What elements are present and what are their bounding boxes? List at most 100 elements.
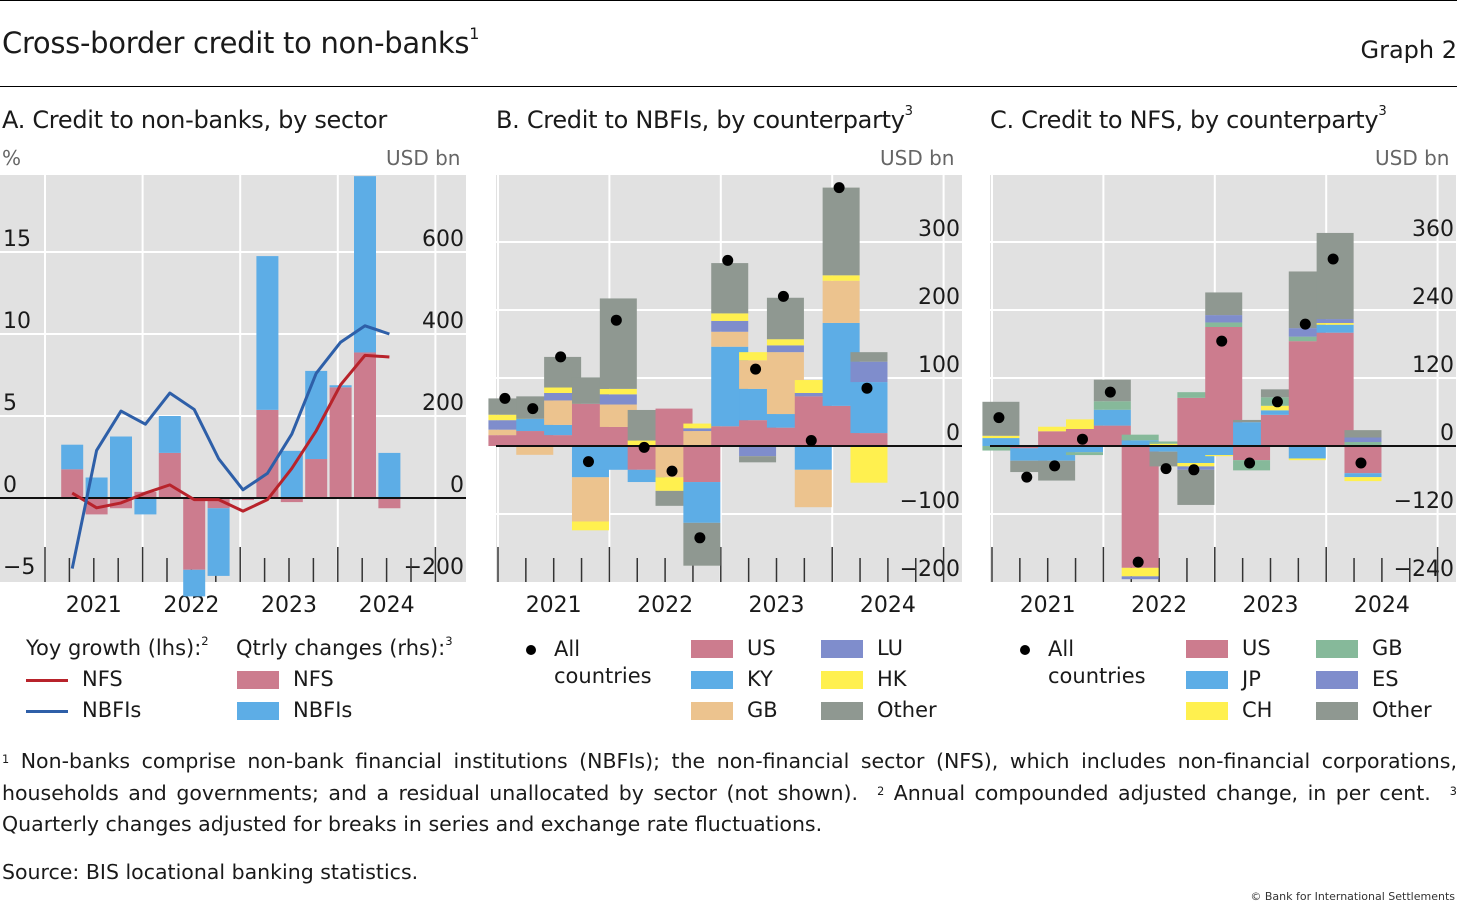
all-countries-dot	[993, 412, 1005, 424]
legend-item-other: Other	[821, 698, 937, 722]
bar-segment-other	[1010, 460, 1048, 473]
bar-segment-other	[488, 398, 526, 415]
bar-segment-other	[1233, 419, 1271, 423]
panel-b-title-text: B. Credit to NBFIs, by counterparty	[496, 106, 905, 134]
bar-segment-ky	[683, 482, 721, 523]
legend-swatch	[691, 702, 733, 720]
bar-segment-hk	[488, 414, 526, 421]
bar-segment-other	[850, 352, 888, 362]
bar-segment-us	[627, 446, 665, 470]
legend-item-jp: JP	[1186, 667, 1261, 691]
x-year-label: 2021	[66, 593, 122, 618]
bar-segment-jp	[1149, 446, 1187, 452]
nfs-bar-swatch	[237, 671, 279, 689]
x-year-label: 2023	[1243, 593, 1299, 618]
y-tick-label: −240	[1394, 557, 1454, 582]
legend-label: JP	[1242, 667, 1261, 691]
panel-c-footnote-mark: 3	[1378, 104, 1387, 119]
bar-segment-jp	[1205, 446, 1243, 456]
all-countries-dot	[638, 441, 650, 453]
legend-swatch	[821, 671, 863, 689]
legend-label: HK	[877, 667, 907, 691]
y-tick-label: 200	[918, 285, 960, 310]
bar-segment-other	[1149, 451, 1187, 467]
bar-segment-lu	[599, 394, 637, 405]
bar-segment-ch	[1121, 567, 1159, 577]
legend-item-lu: LU	[821, 636, 903, 660]
legend-a-nfs-bar: NFS	[237, 667, 334, 691]
bar-segment-es	[1121, 576, 1159, 580]
y-tick-label: 120	[1412, 353, 1454, 378]
bar-segment-ch	[1065, 419, 1103, 429]
y-tick-label: −120	[1394, 489, 1454, 514]
bar-segment-other	[1316, 232, 1354, 320]
bar-segment-gb	[1149, 441, 1187, 444]
x-year-label: 2021	[526, 593, 582, 618]
all-countries-dot	[555, 351, 567, 363]
bar-segment-es	[1288, 328, 1326, 337]
bar-segment-gb	[599, 404, 637, 427]
bar-segment-ch	[1038, 426, 1076, 432]
bar-nfs	[280, 498, 303, 503]
bar-segment-other	[655, 490, 693, 506]
dot-marker-icon	[1020, 645, 1030, 655]
bar-segment-ch	[1260, 405, 1298, 411]
bar-nbfis	[378, 452, 401, 498]
bar-segment-ch	[1344, 477, 1382, 482]
all-countries-dot	[1104, 386, 1116, 398]
bar-segment-hk	[544, 387, 582, 393]
footnote-3-mark: 3	[1449, 784, 1457, 798]
y-tick-label: 300	[918, 217, 960, 242]
all-countries-dot	[499, 392, 511, 404]
panel-b-chart: −100 0 100 200 300 −200 2021 2022 2023 2024	[488, 175, 962, 618]
bar-segment-gb	[1093, 401, 1131, 410]
nbfi-bar-swatch	[237, 702, 279, 720]
bar-segment-ky	[766, 414, 804, 428]
bar-segment-us	[488, 435, 526, 446]
bar-segment-gb	[1288, 336, 1326, 342]
bar-segment-hk	[711, 313, 749, 321]
legend-label: CH	[1242, 698, 1273, 722]
legend-label: Other	[877, 698, 937, 722]
bar-segment-other	[599, 298, 637, 389]
legend-a-lines-fn: 2	[201, 634, 209, 648]
y-tick-label-left: 5	[3, 391, 17, 416]
bar-nfs	[207, 498, 230, 509]
legend-label: LU	[877, 636, 904, 660]
bar-segment-lu	[683, 428, 721, 432]
bar-segment-gb	[516, 446, 554, 455]
y-tick-label: 360	[1412, 217, 1454, 242]
bar-segment-other	[739, 456, 777, 463]
nbfi-line-swatch	[26, 709, 68, 713]
bar-segment-lu	[739, 446, 777, 457]
legend-c-all-countries: All countries	[1020, 636, 1158, 690]
y-tick-label: 240	[1412, 285, 1454, 310]
legend-a-bars-heading: Qtrly changes (rhs):3	[236, 634, 453, 660]
bar-segment-jp	[1316, 324, 1354, 333]
all-countries-dot	[1327, 253, 1339, 265]
bar-segment-us	[544, 435, 582, 446]
bar-segment-other	[1205, 292, 1243, 316]
legend-label: Other	[1372, 698, 1432, 722]
legend-a-bars-heading-text: Qtrly changes (rhs):	[236, 636, 446, 660]
bar-segment-es	[1205, 315, 1243, 323]
dot-marker-icon	[526, 645, 536, 655]
bar-nbfis	[158, 416, 181, 453]
y-tick-label: −200	[404, 555, 464, 580]
legend-item-ky: KY	[691, 667, 773, 691]
bar-segment-lu	[794, 392, 832, 397]
bar-segment-ch	[1316, 323, 1354, 325]
bar-segment-ch	[1288, 458, 1326, 461]
bar-segment-ky	[599, 446, 637, 470]
bar-segment-other	[1344, 430, 1382, 438]
bar-segment-gb	[982, 446, 1020, 451]
bar-segment-jp	[1093, 409, 1131, 426]
bar-segment-lu	[850, 361, 888, 383]
footnotes: 1 Non-banks comprise non-bank financial …	[2, 746, 1457, 841]
legend-label: KY	[747, 667, 773, 691]
y-tick-label: 400	[422, 309, 464, 334]
graph-number: Graph 2	[1360, 36, 1457, 64]
graph-title: Cross-border credit to non-banks1	[2, 24, 479, 60]
bar-nbfis	[354, 176, 376, 353]
bar-segment-ch	[982, 435, 1020, 439]
